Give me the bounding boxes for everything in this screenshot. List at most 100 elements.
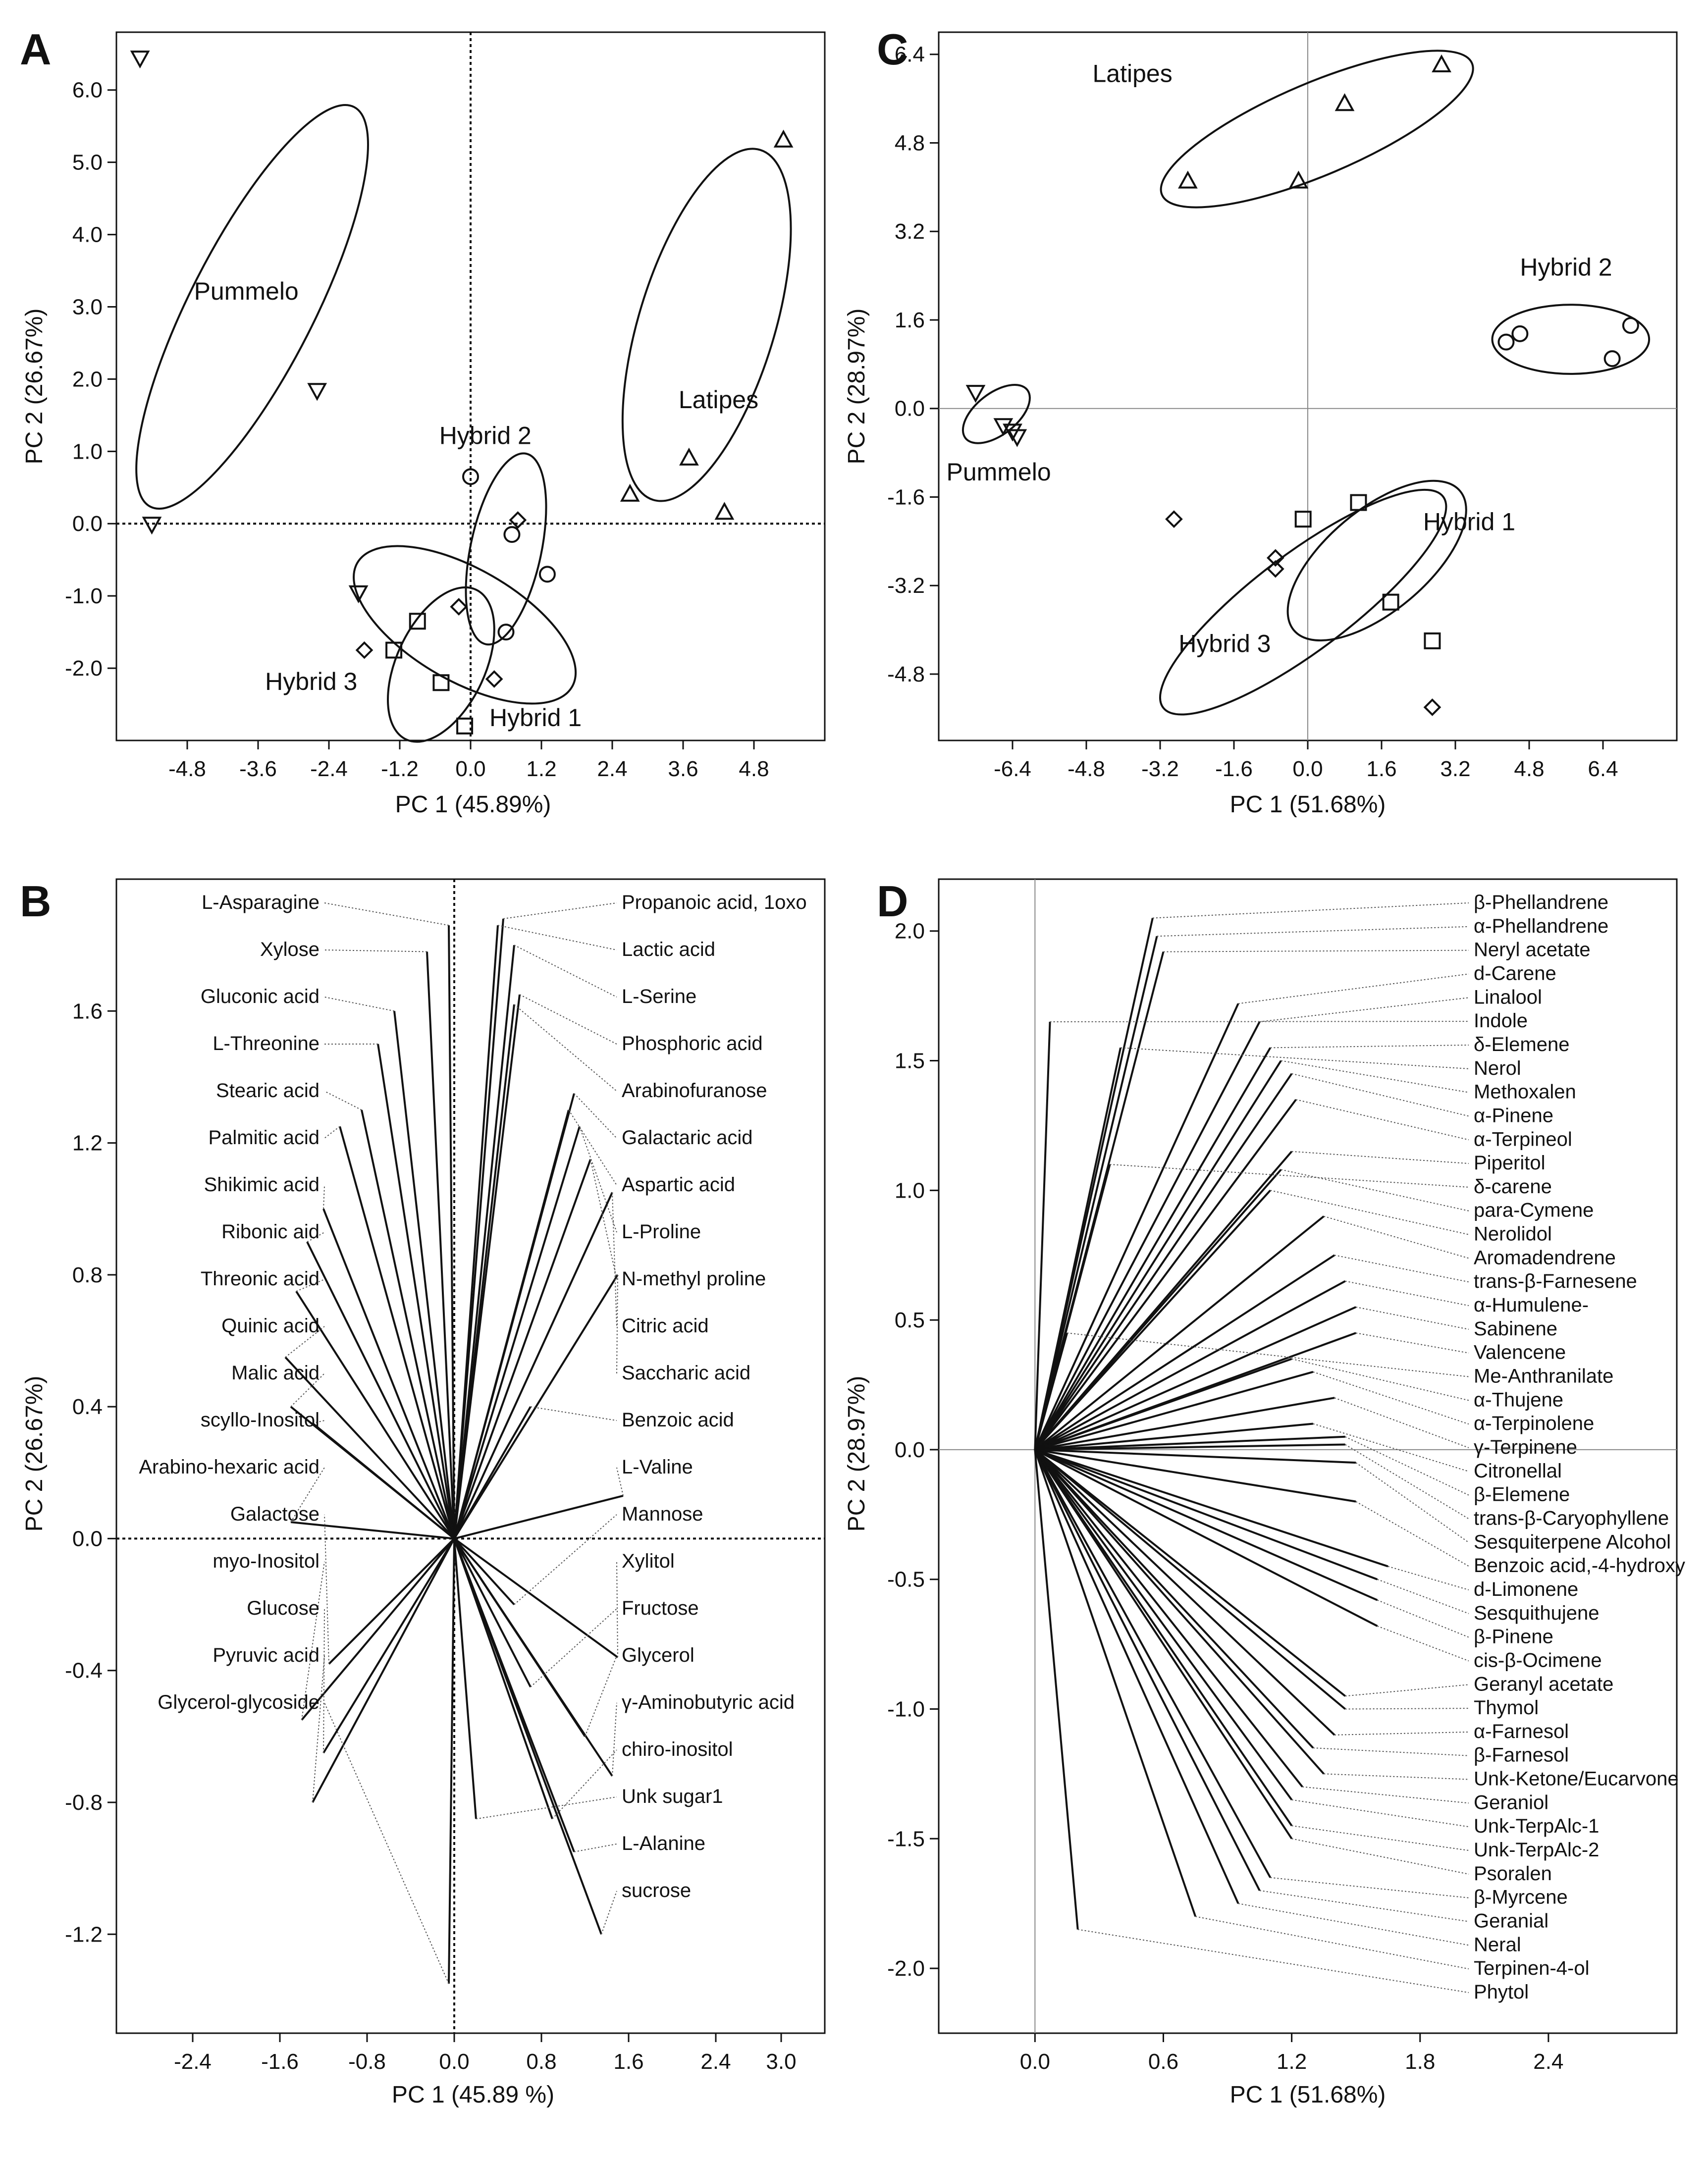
loading-label-terpinolene: α-Terpinolene: [1474, 1413, 1594, 1434]
leader-line: [1291, 1825, 1469, 1851]
group-ellipse: [465, 452, 547, 646]
loading-label-thujene: α-Thujene: [1474, 1389, 1563, 1411]
leader-line: [1296, 1099, 1469, 1141]
loading-label-farnesol: β-Farnesol: [1474, 1744, 1569, 1766]
point-hybrid-2: [497, 624, 515, 641]
loading-label-n-methyl-proline: N-methyl proline: [622, 1268, 766, 1290]
leader-line: [530, 1406, 617, 1421]
leader-line: [514, 1004, 617, 1092]
loading-vector: [453, 1109, 570, 1539]
leader-line: [612, 1192, 617, 1327]
panel-a-scatter: -4.8 -3.6 -2.4 -1.2 0.0 1.2 2.4 3.6 4.8 6.0 5.0 4.0…: [20, 25, 826, 818]
y-tick-label: -1.5: [887, 1827, 925, 1851]
point-pummelo: [1003, 423, 1022, 442]
point-latipes: [620, 483, 640, 502]
x-axis-title: PC 1 (51.68%): [1230, 2082, 1386, 2108]
x-tick-label: -2.4: [174, 2050, 212, 2074]
leader-line: [296, 1279, 325, 1292]
loading-label-indole: Indole: [1474, 1010, 1528, 1032]
loading-label-glycerol-glycoside: Glycerol-glycoside: [158, 1691, 320, 1713]
loading-vector: [453, 945, 515, 1539]
loading-vector: [1034, 1021, 1051, 1450]
leader-line: [1238, 973, 1469, 1004]
loading-label-mannose: Mannose: [622, 1503, 703, 1525]
loading-label-phellandrene: β-Phellandrene: [1474, 892, 1608, 913]
loading-label-phellandrene: α-Phellandrene: [1474, 915, 1608, 937]
leader-line: [285, 1326, 325, 1358]
loading-label-xylitol: Xylitol: [622, 1550, 675, 1572]
y-tick-label: -1.2: [65, 1922, 103, 1947]
point-latipes: [1334, 93, 1355, 111]
leader-line: [1270, 1877, 1469, 1898]
loading-vector: [290, 1521, 455, 1540]
leader-line: [324, 949, 427, 952]
loading-vector: [1034, 1060, 1282, 1450]
loading-vector: [1034, 1047, 1272, 1450]
loading-label-nerolidol: Nerolidol: [1474, 1223, 1552, 1245]
loading-label-geraniol: Geraniol: [1474, 1791, 1548, 1813]
y-tick-label: 6.4: [895, 43, 925, 67]
loading-label-terpinen-4-ol: Terpinen-4-ol: [1474, 1957, 1589, 1979]
leader-line: [1313, 1371, 1469, 1425]
loading-label-neral: Neral: [1474, 1934, 1521, 1955]
leader-line: [1077, 1929, 1469, 1993]
x-tick-label: -0.8: [348, 2050, 386, 2074]
leader-line: [301, 1561, 325, 1720]
x-tick-label: 3.2: [1440, 757, 1470, 781]
loading-label-citronellal: Citronellal: [1474, 1460, 1562, 1482]
panel-letter: C: [877, 25, 908, 74]
loading-vector: [1034, 1449, 1346, 1710]
group-ellipse: [353, 545, 577, 705]
x-tick-label: 4.8: [1514, 757, 1544, 781]
leader-line: [1345, 1708, 1469, 1710]
x-tick-label: 3.6: [668, 757, 698, 781]
y-tick-label: 0.0: [895, 397, 925, 421]
loading-label-aspartic-acid: Aspartic acid: [622, 1174, 735, 1196]
leader-line: [585, 1655, 617, 1737]
y-tick-label: -0.8: [65, 1790, 103, 1815]
group-label-hybrid-2: Hybrid 2: [1520, 254, 1612, 281]
loading-vector: [1035, 1448, 1356, 1503]
loading-vector: [1034, 1358, 1292, 1451]
loading-vector: [453, 1126, 581, 1539]
y-tick-label: 0.0: [72, 512, 103, 536]
loading-label-ribonic-aid: Ribonic aid: [221, 1221, 320, 1243]
y-tick-label: -1.0: [887, 1697, 925, 1722]
loading-label-unk-terpalc-2: Unk-TerpAlc-2: [1474, 1839, 1599, 1861]
y-tick-label: 1.0: [895, 1178, 925, 1203]
point-pummelo: [965, 385, 986, 403]
loading-label-benzoic-acid: Benzoic acid: [622, 1409, 734, 1431]
loading-vector: [1034, 1254, 1335, 1451]
point-pummelo: [142, 517, 162, 535]
leader-line: [290, 1467, 325, 1523]
leader-line: [1355, 1462, 1469, 1543]
loading-vector: [453, 1538, 477, 1819]
y-tick-label: -4.8: [887, 662, 925, 686]
y-tick-label: 3.2: [895, 219, 925, 244]
leader-line: [1334, 1731, 1469, 1736]
loading-vector: [301, 1538, 455, 1721]
loading-label-linalool: Linalool: [1474, 986, 1542, 1008]
group-label-hybrid-3: Hybrid 3: [265, 668, 357, 695]
loading-label-threonic-acid: Threonic acid: [201, 1268, 320, 1290]
loading-label-l-threonine: L-Threonine: [213, 1033, 320, 1054]
loading-label-sesquithujene: Sesquithujene: [1474, 1602, 1600, 1624]
group-label-hybrid-2: Hybrid 2: [439, 422, 532, 450]
loading-label-pinene: α-Pinene: [1474, 1105, 1553, 1126]
group-label-latipes: Latipes: [1093, 60, 1173, 88]
leader-line: [324, 1091, 362, 1110]
leader-line: [1377, 1579, 1469, 1614]
y-tick-label: 0.0: [72, 1526, 103, 1551]
leader-line: [1259, 1890, 1469, 1922]
y-tick-label: 0.4: [72, 1395, 103, 1419]
group-label-hybrid-1: Hybrid 1: [489, 704, 582, 732]
loading-label-neryl-acetate: Neryl acetate: [1474, 939, 1591, 961]
group-ellipse: [135, 104, 369, 510]
leader-line: [1291, 1799, 1469, 1828]
y-tick-label: -2.0: [887, 1956, 925, 1981]
loading-vector: [1034, 1449, 1346, 1697]
point-latipes: [1177, 170, 1198, 189]
loading-label-myrcene: β-Myrcene: [1474, 1887, 1568, 1908]
loading-label-galactose: Galactose: [230, 1503, 320, 1525]
loading-vector: [453, 1004, 515, 1539]
